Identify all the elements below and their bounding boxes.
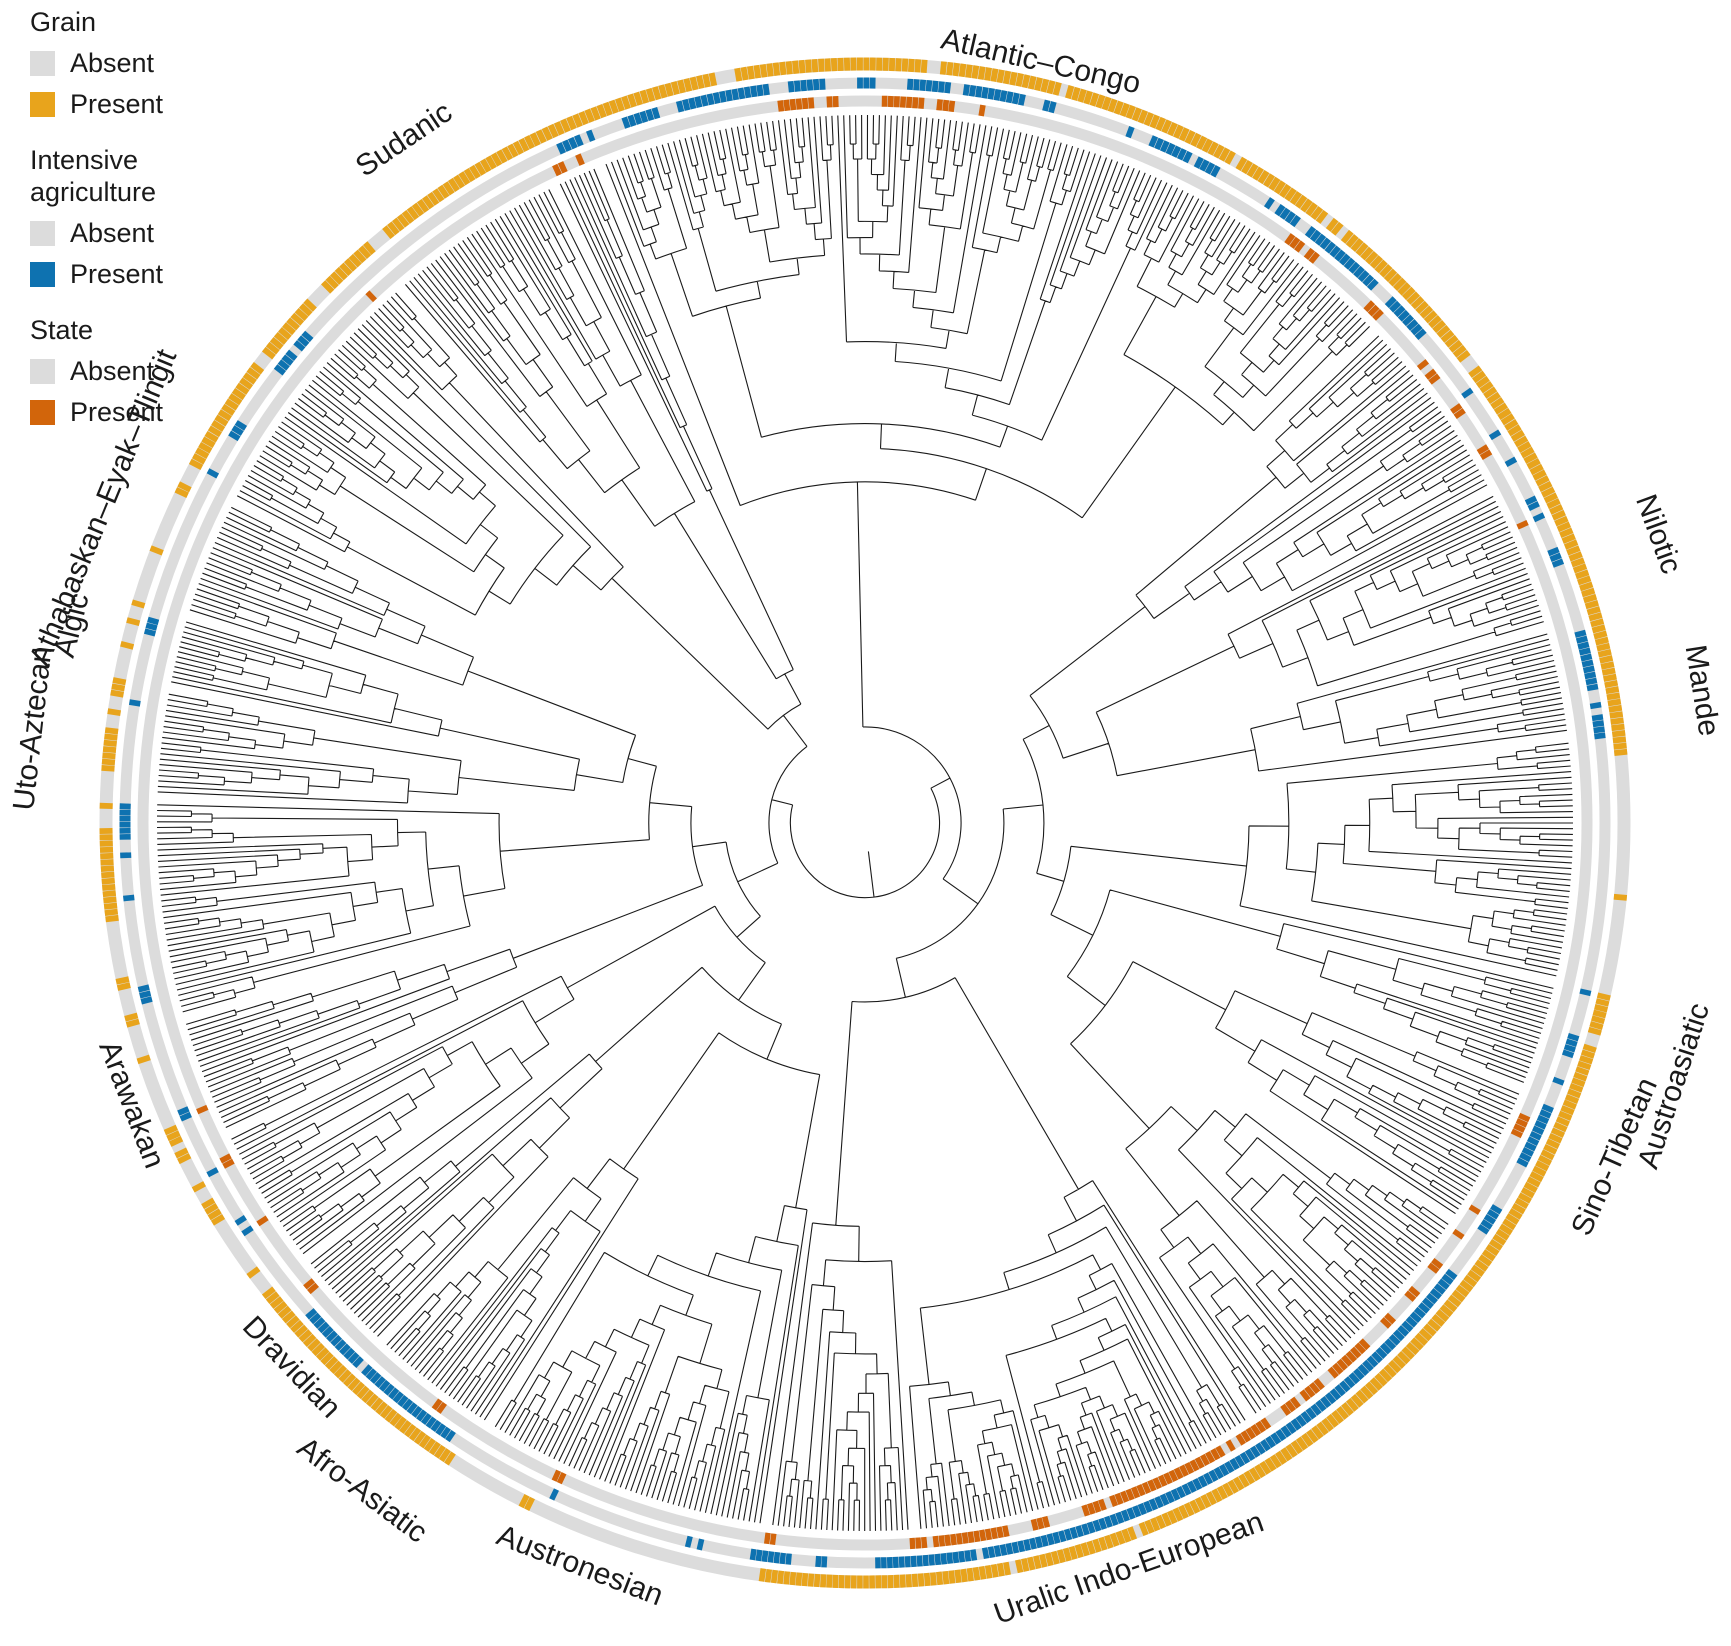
ring-marks-agriculture (119, 77, 1606, 1569)
state-present-swatch (30, 400, 55, 425)
legend-row: Absent (30, 48, 230, 79)
legend-group-grain: Grain Absent Present (30, 6, 230, 120)
family-label-afro-asiatic: Afro-Asiatic (291, 1431, 433, 1550)
state-absent-swatch (30, 359, 55, 384)
legend-row: Present (30, 397, 230, 428)
legend-label: Present (70, 259, 164, 289)
legend-label: Present (70, 397, 164, 427)
ring-track-agriculture (119, 77, 1611, 1569)
legend-group-agriculture: Intensive agriculture Absent Present (30, 144, 230, 290)
legend-title-grain: Grain (30, 7, 97, 37)
legend-label: Absent (70, 356, 155, 386)
legend: Grain Absent Present Intensive agricultu… (30, 6, 230, 452)
legend-label: Absent (70, 48, 155, 78)
family-label-mande: Mande (1679, 643, 1726, 739)
legend-row: Absent (30, 218, 230, 249)
ring-marks-state (196, 95, 1531, 1550)
agriculture-present-swatch (30, 262, 55, 287)
agriculture-absent-swatch (30, 221, 55, 246)
family-label-nilotic: Nilotic (1629, 490, 1688, 578)
legend-title-state: State (30, 315, 94, 345)
ring-marks-grain (99, 57, 1628, 1589)
grain-absent-swatch (30, 51, 55, 76)
legend-row: Present (30, 89, 230, 120)
ring-track-state (137, 95, 1593, 1551)
tree-branches (156, 114, 1574, 1532)
legend-label: Absent (70, 218, 155, 248)
legend-label: Present (70, 89, 164, 119)
grain-present-swatch (30, 92, 55, 117)
legend-row: Present (30, 259, 230, 290)
legend-group-state: State Absent Present (30, 314, 230, 428)
ring-present-marks (99, 57, 1628, 1589)
family-label-sudanic: Sudanic (350, 95, 458, 183)
legend-title-agriculture: Intensive agriculture (30, 145, 157, 207)
legend-row: Absent (30, 356, 230, 387)
